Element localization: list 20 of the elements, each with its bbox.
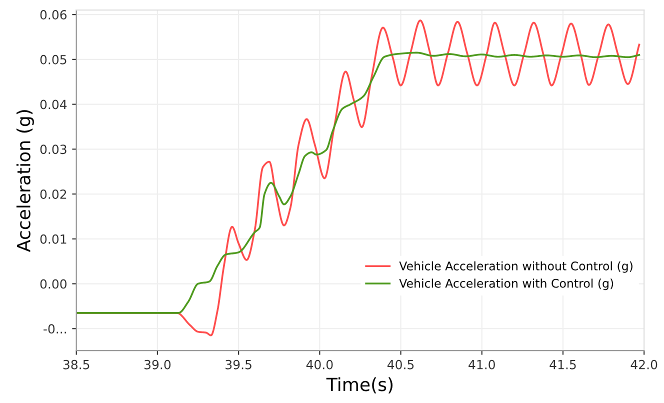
x-tick-label: 42.0 (630, 360, 658, 370)
x-tick-label: 40.5 (387, 360, 414, 370)
y-tick-label: 0.03 (40, 144, 66, 154)
y-tick-label: 0.02 (40, 190, 66, 199)
x-tick-label: 41.0 (468, 360, 495, 370)
y-tick-label: 0.00 (40, 279, 66, 289)
x-tick-label: 39.0 (144, 360, 171, 370)
y-tick-label: 0.01 (40, 234, 66, 244)
x-tick-label: 38.5 (63, 360, 90, 370)
x-tick-label: 39.5 (226, 360, 252, 370)
y-axis-title: Acceleration (g) (16, 110, 34, 252)
x-tick-label: 40.0 (306, 360, 333, 370)
y-tick-label: 0.05 (40, 54, 66, 64)
y-tick-label: 0.04 (40, 100, 67, 110)
x-tick-label: 41.5 (550, 360, 576, 370)
legend-label: Vehicle Acceleration with Control (g) (399, 278, 614, 290)
y-tick-label: -0... (44, 324, 66, 334)
y-tick-label: 0.06 (40, 10, 67, 20)
legend-label: Vehicle Acceleration without Control (g) (399, 261, 632, 273)
x-axis-title: Time(s) (326, 377, 393, 394)
